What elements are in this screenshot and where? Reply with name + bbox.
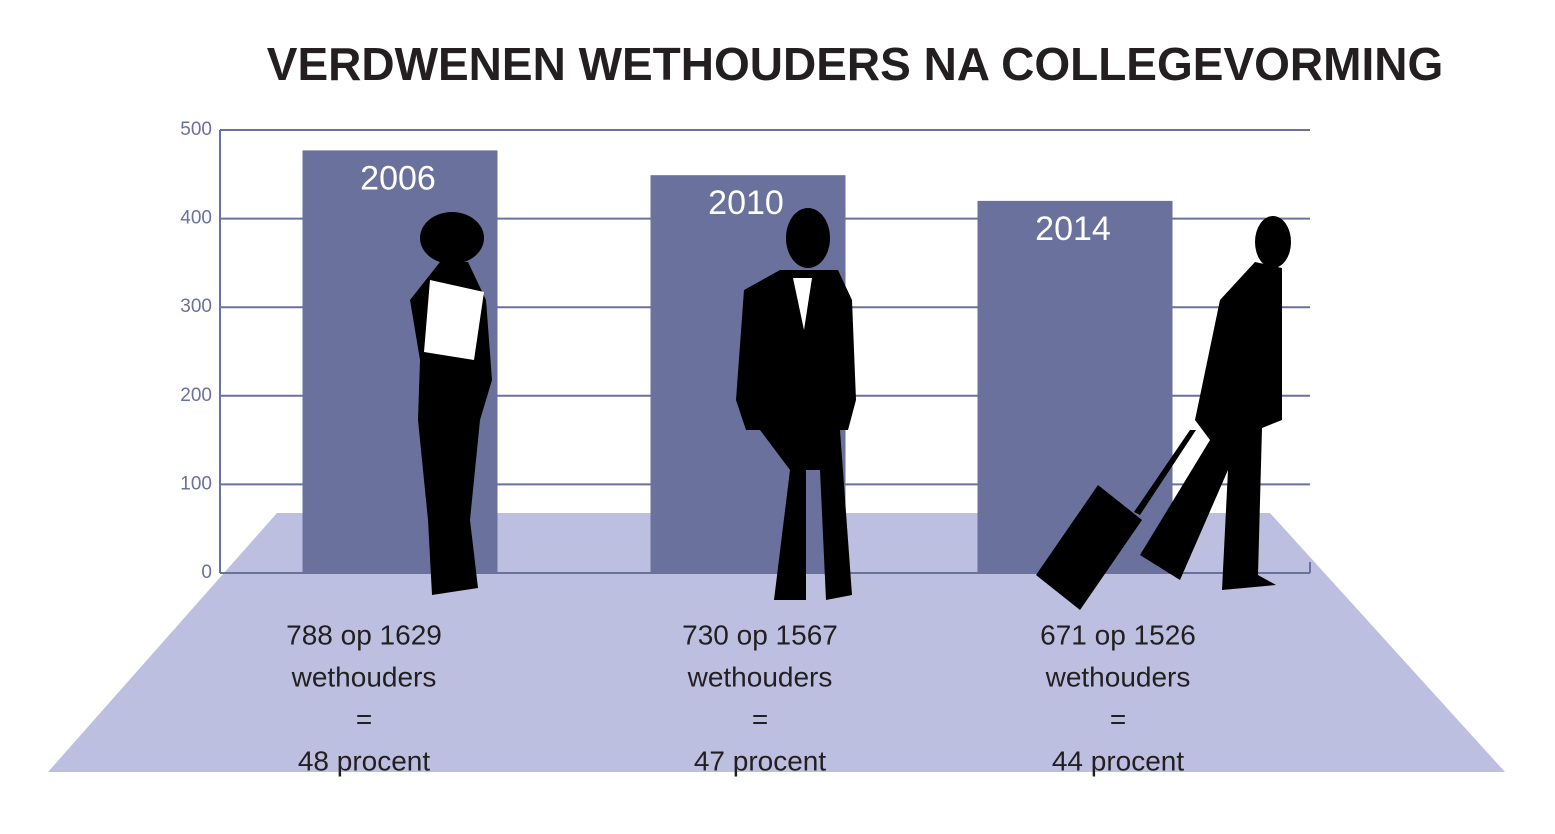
annotation: 48 procent (298, 745, 431, 776)
floor (48, 513, 1505, 772)
category-label: 2010 (708, 184, 784, 222)
y-tick-label: 100 (180, 473, 212, 494)
category-label: 2006 (360, 159, 436, 197)
traveler-silhouette (1036, 216, 1291, 610)
bar (977, 200, 1173, 573)
annotation: wethouders (291, 661, 437, 692)
annotation: wethouders (1045, 661, 1191, 692)
annotation: = (752, 703, 768, 734)
annotation: wethouders (687, 661, 833, 692)
annotation: 788 op 1629 (286, 619, 442, 650)
silhouettes (410, 208, 1291, 610)
y-tick-label: 0 (201, 562, 212, 583)
y-tick-label: 300 (180, 296, 212, 317)
annotation: 730 op 1567 (682, 619, 838, 650)
annotation: 44 procent (1052, 745, 1185, 776)
category-label: 2014 (1035, 210, 1111, 248)
y-tick-label: 400 (180, 208, 212, 229)
chart-title: VERDWENEN WETHOUDERS NA COLLEGEVORMING (267, 38, 1443, 90)
annotation: 671 op 1526 (1040, 619, 1196, 650)
annotation: 47 procent (694, 745, 827, 776)
man-silhouette (736, 208, 856, 600)
y-tick-label: 200 (180, 385, 212, 406)
annotation: = (1110, 703, 1126, 734)
annotation: = (356, 703, 372, 734)
y-tick-label: 500 (180, 119, 212, 140)
woman-silhouette (410, 212, 492, 595)
